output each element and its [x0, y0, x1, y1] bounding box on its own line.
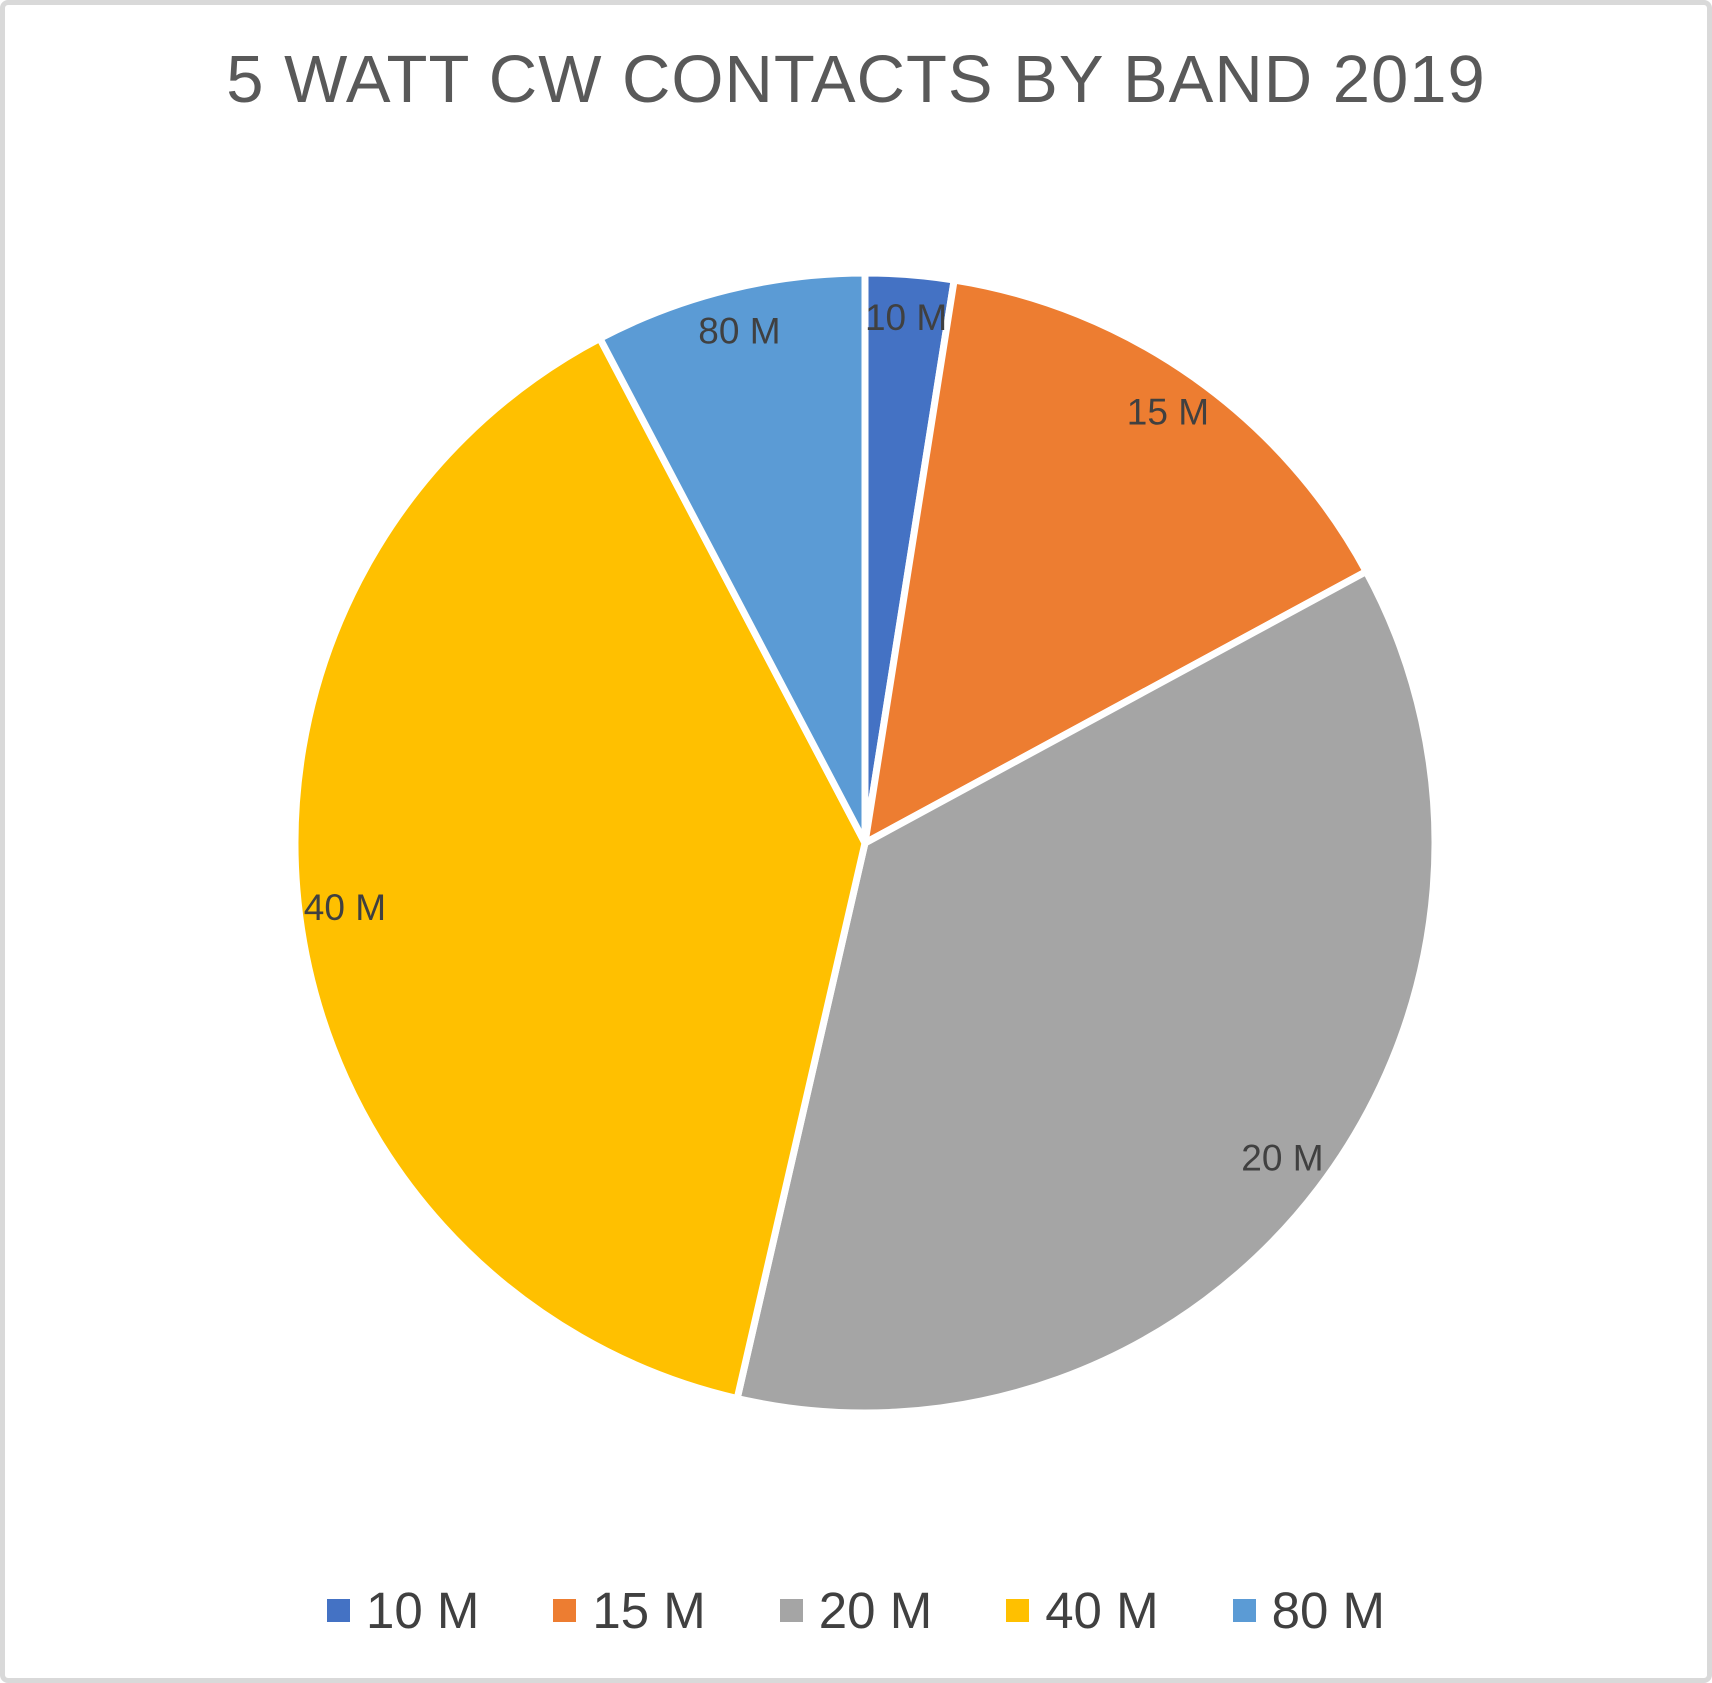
chart-title: 5 WATT CW CONTACTS BY BAND 2019 [226, 42, 1486, 117]
pie-slice-40m[interactable] [291, 333, 869, 1403]
legend: 10 M 15 M 20 M 40 M 80 M [5, 1585, 1707, 1636]
legend-swatch-20m [779, 1599, 803, 1622]
pie-slice-15m[interactable] [860, 276, 1371, 850]
slice-label-80m: 80 M [698, 311, 780, 352]
legend-swatch-10m [327, 1599, 351, 1622]
legend-label-20m: 20 M [818, 1582, 933, 1639]
legend-item-15m[interactable]: 15 M [553, 1582, 706, 1639]
slice-label-40m: 40 M [304, 887, 386, 928]
legend-swatch-15m [553, 1599, 577, 1622]
pie-slice-80m[interactable] [595, 269, 869, 845]
legend-label-15m: 15 M [592, 1582, 706, 1639]
legend-label-80m: 80 M [1271, 1582, 1385, 1639]
slice-label-20m: 20 M [1241, 1137, 1323, 1178]
legend-swatch-40m [1006, 1599, 1030, 1622]
legend-item-80m[interactable]: 80 M [1232, 1582, 1385, 1639]
legend-item-10m[interactable]: 10 M [327, 1585, 479, 1636]
slice-label-15m: 15 M [1127, 392, 1209, 433]
legend-label-10m: 10 M [366, 1582, 480, 1639]
legend-item-40m[interactable]: 40 M [1006, 1582, 1159, 1639]
legend-item-20m[interactable]: 20 M [779, 1582, 933, 1639]
legend-label-40m: 40 M [1045, 1582, 1159, 1639]
legend-swatch-80m [1232, 1599, 1256, 1622]
slice-label-10m: 10 M [865, 297, 947, 338]
pie-chart: 10 M 15 M 20 M 40 M 80 M [291, 269, 1439, 1417]
pie-slice-20m[interactable] [732, 566, 1439, 1417]
